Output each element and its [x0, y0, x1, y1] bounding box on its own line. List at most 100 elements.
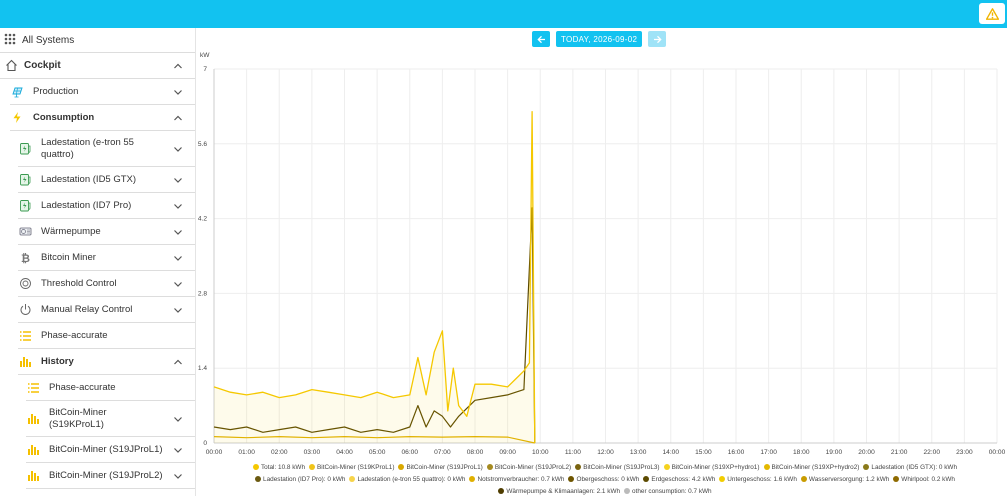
sidebar-item-label: Ladestation (ID7 Pro)	[41, 199, 132, 211]
bitcoin-icon: ₿	[18, 251, 32, 265]
legend-item[interactable]: BitCoin-Miner (S19XP+hydro1)	[663, 462, 760, 474]
next-day-button[interactable]	[648, 31, 667, 47]
sidebar-item-ladestation-id5-gtx[interactable]: Ladestation (ID5 GTX)	[18, 167, 195, 193]
legend-item[interactable]: Ladestation (ID7 Pro): 0 kWh	[255, 474, 345, 486]
legend-marker	[252, 463, 259, 470]
x-tick-label: 03:00	[304, 449, 321, 456]
legend-item[interactable]: Ladestation (e-tron 55 quattro): 0 kWh	[349, 474, 465, 486]
x-tick-label: 00:00	[206, 449, 223, 456]
y-tick-label: 5.6	[198, 141, 207, 148]
sidebar-item-label: Manual Relay Control	[41, 303, 133, 315]
sidebar-item-production[interactable]: Production	[10, 79, 195, 105]
all-systems-label: All Systems	[22, 34, 75, 46]
legend-item[interactable]: BitCoin-Miner (S19JProL3)	[575, 462, 660, 474]
sidebar-item-label: Ladestation (e-tron 55 quattro)	[41, 136, 134, 160]
legend-item[interactable]: BitCoin-Miner (S19XP+hydro2)	[763, 462, 859, 474]
legend-item[interactable]: Wasserversorgung: 1.2 kWh	[800, 474, 890, 486]
sidebar-item-manual-relay-control[interactable]: Manual Relay Control	[18, 297, 195, 323]
x-tick-label: 06:00	[401, 449, 418, 456]
sidebar-item-threshold-control[interactable]: Threshold Control	[18, 271, 195, 297]
heat-pump-icon	[18, 225, 32, 239]
chevron-down-icon[interactable]	[173, 175, 183, 185]
sidebar-item-phase-accurate[interactable]: Phase-accurate	[18, 323, 195, 349]
x-tick-label: 12:00	[597, 449, 614, 456]
chevron-up-icon[interactable]	[173, 61, 183, 71]
legend-marker	[643, 475, 650, 482]
legend-marker	[309, 463, 316, 470]
chevron-down-icon[interactable]	[173, 201, 183, 211]
legend-item[interactable]: BitCoin-Miner (S19KProL1)	[309, 462, 394, 474]
x-tick-label: 16:00	[728, 449, 745, 456]
series-line-0	[213, 111, 536, 444]
legend-item[interactable]: BitCoin-Miner (S19JProL2)	[486, 462, 571, 474]
sidebar-item-bitcoin-miner-s19kprol1[interactable]: BitCoin-Miner (S19KProL1)	[26, 401, 195, 437]
date-display[interactable]: TODAY, 2026-09-02	[556, 31, 643, 47]
top-bar	[0, 0, 1007, 28]
sidebar-item-ladestation-e-tron-55-quattro[interactable]: Ladestation (e-tron 55 quattro)	[18, 131, 195, 167]
sidebar-item-label: BitCoin-Miner (S19KProL1)	[49, 406, 107, 430]
chevron-down-icon[interactable]	[173, 305, 183, 315]
energy-chart[interactable]: 00:00 01:00 02:00 03:00 04:00 05:00 06:00 07:00…	[196, 50, 1007, 496]
sidebar-item-bitcoin-miner[interactable]: ₿ Bitcoin Miner	[18, 245, 195, 271]
chevron-down-icon[interactable]	[173, 414, 183, 424]
sidebar-item-w-rmepumpe[interactable]: Wärmepumpe	[18, 219, 195, 245]
solar-panel-icon	[10, 85, 24, 99]
x-tick-label: 09:00	[499, 449, 516, 456]
y-tick-label: 4.2	[198, 216, 207, 223]
chevron-down-icon[interactable]	[173, 445, 183, 455]
legend-item[interactable]: BitCoin-Miner (S19JProL1)	[398, 462, 483, 474]
sidebar-item-label: Production	[33, 85, 79, 97]
prev-day-button[interactable]	[532, 31, 550, 47]
legend-label: Notstromverbraucher: 0.7 kWh	[477, 476, 565, 483]
charging-station-icon	[18, 142, 32, 156]
all-systems-link[interactable]: All Systems	[0, 28, 195, 53]
series-line-10	[213, 436, 535, 444]
chevron-up-icon[interactable]	[173, 357, 183, 367]
x-tick-label: 05:00	[369, 449, 386, 456]
chevron-down-icon[interactable]	[173, 279, 183, 289]
x-tick-label: 19:00	[826, 449, 843, 456]
legend-marker	[575, 463, 582, 470]
chevron-down-icon[interactable]	[173, 227, 183, 237]
y-tick-label: 2.8	[198, 290, 207, 297]
home-icon	[4, 59, 18, 73]
sidebar-item-ladestation-id7-pro[interactable]: Ladestation (ID7 Pro)	[18, 193, 195, 219]
legend-label: Ladestation (e-tron 55 quattro): 0 kWh	[357, 476, 466, 483]
chevron-down-icon[interactable]	[173, 253, 183, 263]
legend-item[interactable]: Notstromverbraucher: 0.7 kWh	[469, 474, 564, 486]
legend-item[interactable]: Obergeschoss: 0 kWh	[568, 474, 639, 486]
charging-station-icon	[18, 199, 32, 213]
lightning-icon	[10, 111, 24, 125]
legend-label: BitCoin-Miner (S19XP+hydro1)	[671, 464, 760, 471]
grid-icon	[4, 33, 16, 48]
sidebar-item-cockpit[interactable]: Cockpit	[0, 53, 195, 79]
chart-legend: Total: 10.8 kWh BitCoin-Miner (S19KProL1)…	[210, 462, 1000, 496]
x-tick-label: 20:00	[858, 449, 875, 456]
x-tick-label: 13:00	[630, 449, 647, 456]
legend-marker	[624, 487, 631, 494]
y-tick-label: 7	[203, 66, 207, 73]
series-line-12	[213, 207, 536, 444]
x-tick-label: 17:00	[760, 449, 777, 456]
sidebar-item-bitcoin-miner-s19jprol2[interactable]: BitCoin-Miner (S19JProL2)	[26, 463, 195, 489]
sidebar-item-phase-accurate[interactable]: Phase-accurate	[26, 375, 195, 401]
charging-station-icon	[18, 173, 32, 187]
sidebar-item-consumption[interactable]: Consumption	[10, 105, 195, 131]
chevron-down-icon[interactable]	[173, 471, 183, 481]
chevron-down-icon[interactable]	[173, 144, 183, 154]
chevron-up-icon[interactable]	[173, 113, 183, 123]
legend-item[interactable]: other consumption: 0.7 kWh	[624, 486, 712, 496]
legend-item[interactable]: Whirlpool: 0.2 kWh	[893, 474, 955, 486]
warning-button[interactable]	[979, 3, 1005, 24]
sidebar-item-bitcoin-miner-s19jprol1[interactable]: BitCoin-Miner (S19JProL1)	[26, 437, 195, 463]
legend-label: Obergeschoss: 0 kWh	[576, 476, 640, 483]
sidebar-item-history[interactable]: History	[18, 349, 195, 375]
legend-item[interactable]: Ladestation (ID5 GTX): 0 kWh	[863, 462, 957, 474]
bar-chart-icon	[26, 469, 40, 483]
legend-item[interactable]: Wärmepumpe & Klimaanlagen: 2.1 kWh	[498, 486, 620, 496]
chevron-down-icon[interactable]	[173, 87, 183, 97]
legend-label: Wasserversorgung: 1.2 kWh	[808, 476, 890, 483]
legend-item[interactable]: Total: 10.8 kWh	[252, 462, 305, 474]
legend-item[interactable]: Untergeschoss: 1.6 kWh	[719, 474, 797, 486]
legend-item[interactable]: Erdgeschoss: 4.2 kWh	[643, 474, 715, 486]
